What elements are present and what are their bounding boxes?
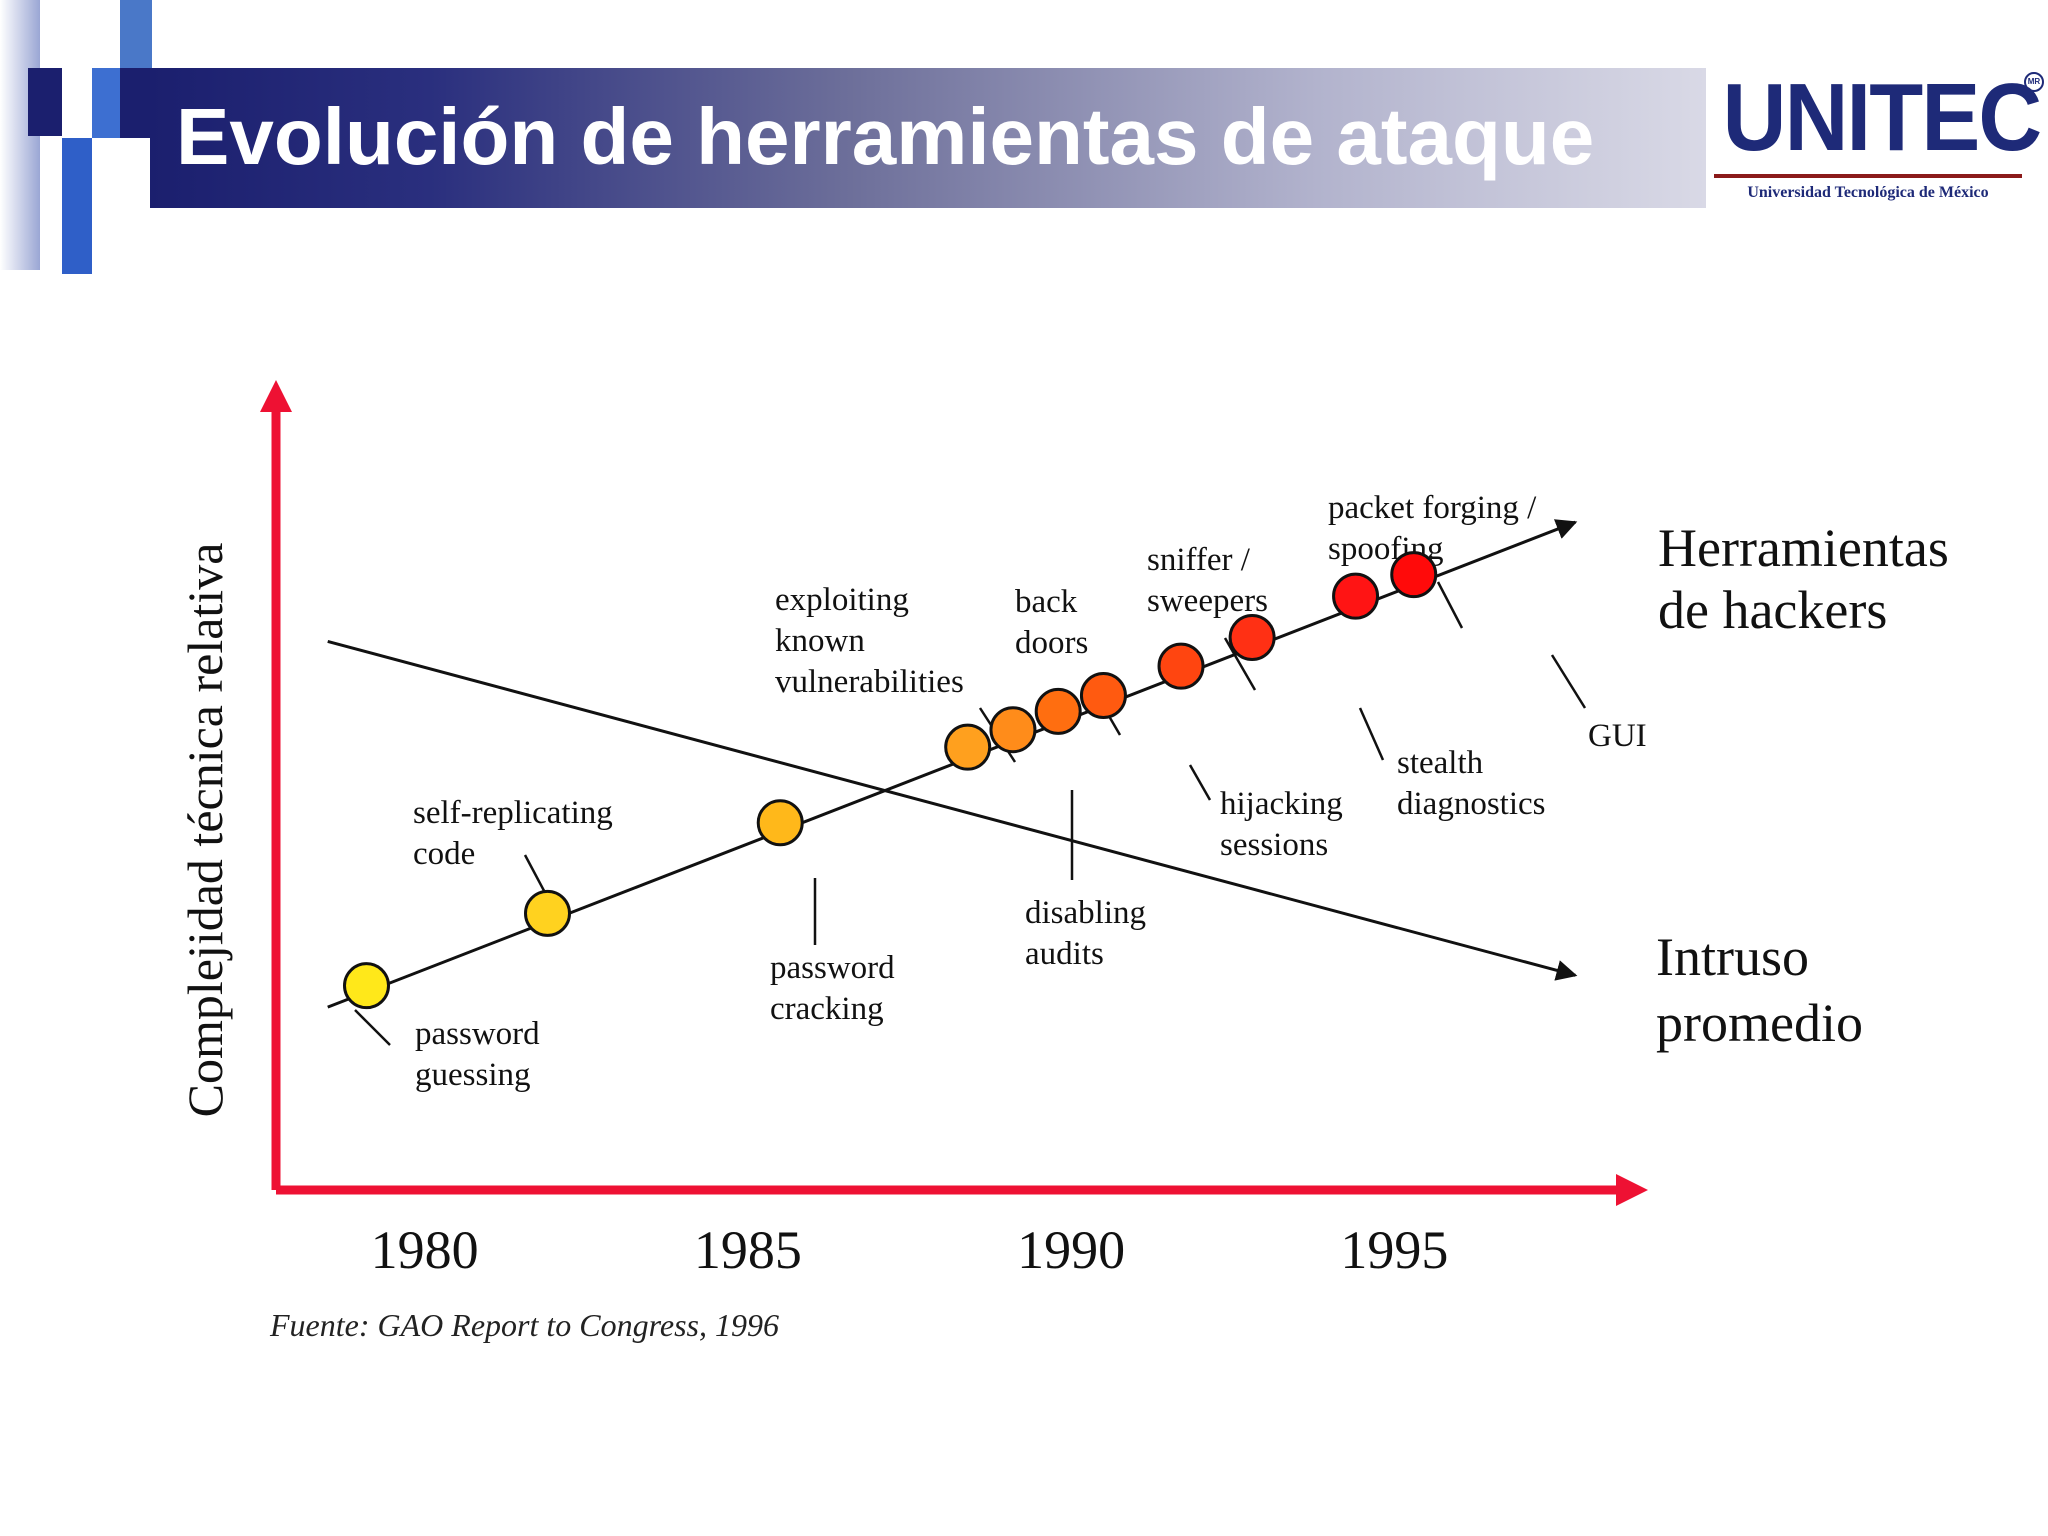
point-label: GUI: [1588, 718, 1647, 754]
point-label: sessions: [1220, 827, 1328, 863]
point-label: diagnostics: [1397, 786, 1545, 822]
y-axis-arrowhead: [260, 380, 292, 412]
point-label: audits: [1025, 936, 1104, 972]
decor-square: [92, 68, 120, 138]
series-label-hacker-tools: de hackers: [1658, 580, 1887, 640]
data-point: [1390, 551, 1438, 599]
decor-square: [120, 68, 152, 138]
point-label: back: [1015, 584, 1078, 620]
series-line-average-intruder: [327, 640, 1578, 981]
callout-line: [1358, 707, 1385, 761]
y-axis-label: Complejidad técnica relativa: [177, 543, 233, 1118]
point-label: cracking: [770, 991, 884, 1027]
data-point: [1332, 572, 1380, 620]
point-label: doors: [1015, 625, 1088, 661]
data-point: [989, 706, 1037, 754]
data-point: [1034, 687, 1082, 735]
point-label: vulnerabilities: [775, 664, 964, 700]
callout-line: [1188, 764, 1212, 801]
source-caption: Fuente: GAO Report to Congress, 1996: [270, 1307, 779, 1343]
point-label: guessing: [415, 1057, 531, 1093]
data-point: [1228, 613, 1276, 661]
data-point: [1157, 642, 1205, 690]
series-line-hacker-tools: [327, 519, 1578, 1009]
point-label: packet forging /: [1328, 490, 1537, 526]
point-label: exploiting: [775, 582, 909, 618]
point-label: known: [775, 623, 865, 659]
decor-square: [120, 0, 152, 68]
decor-square: [62, 138, 92, 274]
logo-subtitle: Universidad Tecnológica de México: [1747, 184, 1989, 201]
logo-rule: [1714, 174, 2022, 178]
series-label-average-intruder: Intruso: [1656, 927, 1809, 987]
point-label: password: [415, 1016, 540, 1052]
point-label: hijacking: [1220, 786, 1343, 822]
point-label: sweepers: [1147, 583, 1268, 619]
logo: [1708, 68, 2028, 208]
point-label: code: [413, 836, 475, 872]
callout-line: [1550, 654, 1587, 709]
decor-square: [28, 68, 62, 136]
point-label: sniffer /: [1147, 542, 1251, 578]
x-tick-label: 1990: [1017, 1220, 1125, 1280]
x-tick-label: 1995: [1340, 1220, 1448, 1280]
callout-line: [1436, 581, 1464, 629]
x-tick-label: 1985: [694, 1220, 802, 1280]
point-label: password: [770, 950, 895, 986]
data-point: [756, 799, 804, 847]
x-axis-arrowhead: [1616, 1174, 1648, 1206]
callout-line: [354, 1009, 391, 1046]
data-point: [944, 723, 992, 771]
point-label: disabling: [1025, 895, 1146, 931]
callout-line: [1223, 637, 1257, 691]
point-label: self-replicating: [413, 795, 613, 831]
data-point: [1079, 672, 1127, 720]
logo-wordmark: UNITEC: [1722, 64, 2043, 171]
series-label-average-intruder: promedio: [1656, 993, 1863, 1053]
logo-registered-mark: MR: [2024, 72, 2044, 92]
header-bar: [150, 68, 1706, 208]
point-label: stealth: [1397, 745, 1484, 781]
data-point: [343, 962, 391, 1010]
data-point: [524, 889, 572, 937]
series-label-hacker-tools: Herramientas: [1658, 518, 1949, 578]
x-tick-label: 1980: [371, 1220, 479, 1280]
page-title: Evolución de herramientas de ataque: [176, 92, 1595, 181]
